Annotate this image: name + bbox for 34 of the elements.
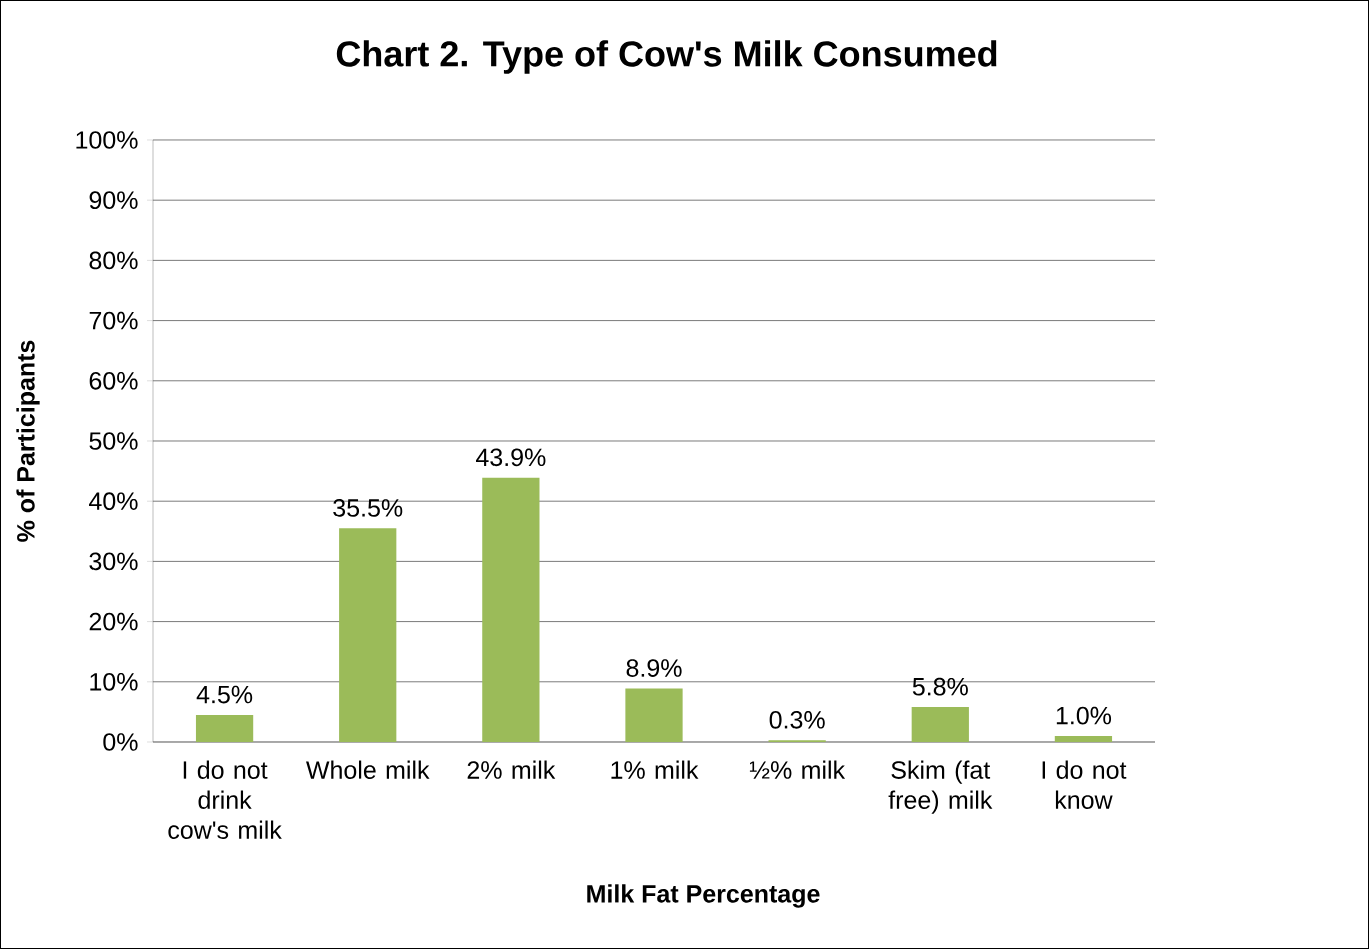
y-tick-label: 60% — [89, 371, 138, 390]
data-label: 35.5% — [333, 499, 403, 517]
y-tick-label: 90% — [89, 191, 138, 210]
x-tick-label: ½% milk — [749, 760, 846, 779]
data-label: 0.3% — [769, 710, 825, 729]
bar — [1054, 735, 1113, 742]
y-tick-label: 100% — [76, 131, 138, 149]
data-label: 8.9% — [626, 659, 682, 677]
data-label: 43.9% — [476, 448, 546, 467]
x-tick-label: 1% milk — [611, 760, 699, 779]
x-tick-label: 2% milk — [467, 760, 556, 779]
bar — [625, 688, 683, 742]
y-tick-label: 80% — [89, 251, 138, 270]
x-axis-title: Milk Fat Percentage — [587, 884, 820, 908]
data-label: 1.0% — [1056, 706, 1112, 725]
x-tick-label: I do not drink cow's milk — [168, 760, 282, 839]
data-label: 4.5% — [196, 685, 253, 704]
y-tick-label: 0% — [103, 733, 138, 751]
bar — [339, 528, 397, 742]
y-tick-label: 70% — [89, 311, 138, 330]
x-tick-label: Skim (fat free) milk — [888, 760, 993, 814]
bar — [911, 707, 969, 742]
y-tick-label: 30% — [89, 552, 138, 571]
y-tick-label: 20% — [89, 612, 138, 631]
x-tick-label: Whole milk — [306, 760, 430, 779]
bar — [195, 714, 254, 742]
y-tick-label: 40% — [89, 492, 138, 511]
y-tick-label: 50% — [89, 432, 138, 450]
y-tick-label: 10% — [90, 672, 138, 691]
x-tick-label: I do not know — [1042, 760, 1127, 809]
y-axis-title: % of Participants — [16, 340, 40, 542]
bar — [482, 477, 540, 742]
chart-title: Chart 2. Type of Cow's Milk Consumed — [336, 40, 997, 74]
data-label: 5.8% — [912, 677, 968, 696]
